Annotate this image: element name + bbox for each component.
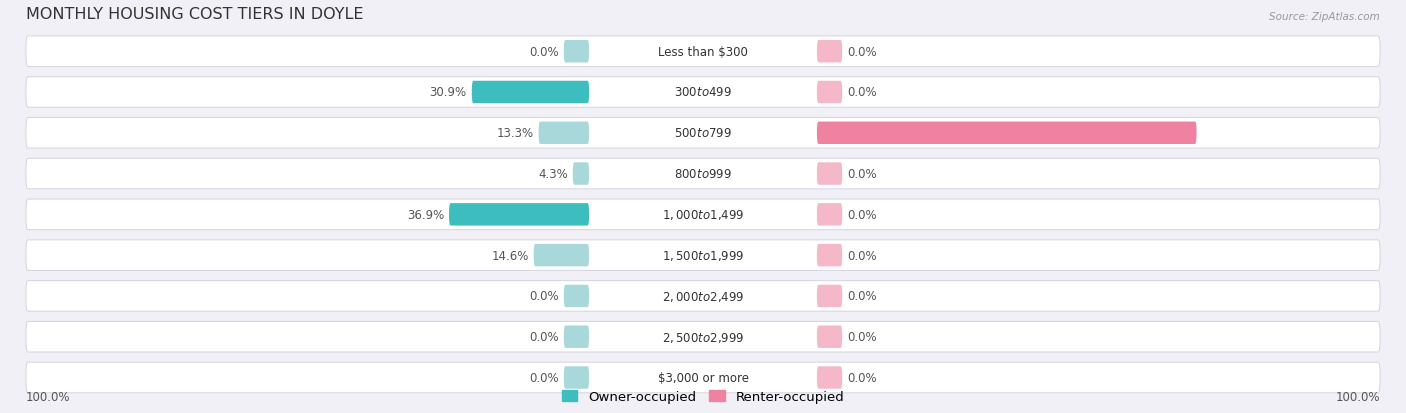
- Text: 0.0%: 0.0%: [848, 330, 877, 343]
- FancyBboxPatch shape: [25, 322, 1381, 352]
- FancyBboxPatch shape: [817, 244, 842, 267]
- Text: 0.0%: 0.0%: [848, 249, 877, 262]
- Text: 0.0%: 0.0%: [848, 45, 877, 59]
- Text: 13.3%: 13.3%: [496, 127, 533, 140]
- FancyBboxPatch shape: [25, 78, 1381, 108]
- Text: Less than $300: Less than $300: [658, 45, 748, 59]
- Text: $1,500 to $1,999: $1,500 to $1,999: [662, 249, 744, 263]
- Text: 0.0%: 0.0%: [529, 371, 558, 384]
- Text: Source: ZipAtlas.com: Source: ZipAtlas.com: [1270, 12, 1381, 21]
- Legend: Owner-occupied, Renter-occupied: Owner-occupied, Renter-occupied: [561, 390, 845, 404]
- FancyBboxPatch shape: [25, 118, 1381, 149]
- Text: $2,500 to $2,999: $2,500 to $2,999: [662, 330, 744, 344]
- Text: $300 to $499: $300 to $499: [673, 86, 733, 99]
- FancyBboxPatch shape: [25, 37, 1381, 67]
- FancyBboxPatch shape: [564, 326, 589, 348]
- Text: 0.0%: 0.0%: [848, 290, 877, 303]
- Text: $2,000 to $2,499: $2,000 to $2,499: [662, 289, 744, 303]
- Text: 36.9%: 36.9%: [406, 208, 444, 221]
- FancyBboxPatch shape: [817, 326, 842, 348]
- Text: $3,000 or more: $3,000 or more: [658, 371, 748, 384]
- FancyBboxPatch shape: [817, 163, 842, 185]
- FancyBboxPatch shape: [472, 81, 589, 104]
- Text: 0.0%: 0.0%: [529, 330, 558, 343]
- FancyBboxPatch shape: [449, 204, 589, 226]
- FancyBboxPatch shape: [817, 366, 842, 389]
- Text: 0.0%: 0.0%: [848, 168, 877, 180]
- FancyBboxPatch shape: [564, 366, 589, 389]
- FancyBboxPatch shape: [817, 122, 1197, 145]
- FancyBboxPatch shape: [817, 204, 842, 226]
- Text: 100.0%: 100.0%: [25, 390, 70, 403]
- FancyBboxPatch shape: [564, 285, 589, 307]
- Text: 0.0%: 0.0%: [529, 290, 558, 303]
- Text: 100.0%: 100.0%: [1202, 127, 1250, 140]
- Text: 0.0%: 0.0%: [529, 45, 558, 59]
- FancyBboxPatch shape: [572, 163, 589, 185]
- Text: 100.0%: 100.0%: [1336, 390, 1381, 403]
- Text: $800 to $999: $800 to $999: [673, 168, 733, 180]
- FancyBboxPatch shape: [534, 244, 589, 267]
- FancyBboxPatch shape: [25, 199, 1381, 230]
- FancyBboxPatch shape: [817, 41, 842, 63]
- FancyBboxPatch shape: [25, 281, 1381, 311]
- Text: 0.0%: 0.0%: [848, 208, 877, 221]
- FancyBboxPatch shape: [25, 159, 1381, 190]
- FancyBboxPatch shape: [817, 81, 842, 104]
- FancyBboxPatch shape: [25, 362, 1381, 393]
- Text: 0.0%: 0.0%: [848, 371, 877, 384]
- FancyBboxPatch shape: [538, 122, 589, 145]
- FancyBboxPatch shape: [564, 41, 589, 63]
- FancyBboxPatch shape: [25, 240, 1381, 271]
- Text: $500 to $799: $500 to $799: [673, 127, 733, 140]
- Text: $1,000 to $1,499: $1,000 to $1,499: [662, 208, 744, 222]
- Text: 4.3%: 4.3%: [538, 168, 568, 180]
- Text: 30.9%: 30.9%: [430, 86, 467, 99]
- FancyBboxPatch shape: [817, 285, 842, 307]
- Text: MONTHLY HOUSING COST TIERS IN DOYLE: MONTHLY HOUSING COST TIERS IN DOYLE: [25, 7, 363, 21]
- Text: 0.0%: 0.0%: [848, 86, 877, 99]
- Text: 14.6%: 14.6%: [491, 249, 529, 262]
